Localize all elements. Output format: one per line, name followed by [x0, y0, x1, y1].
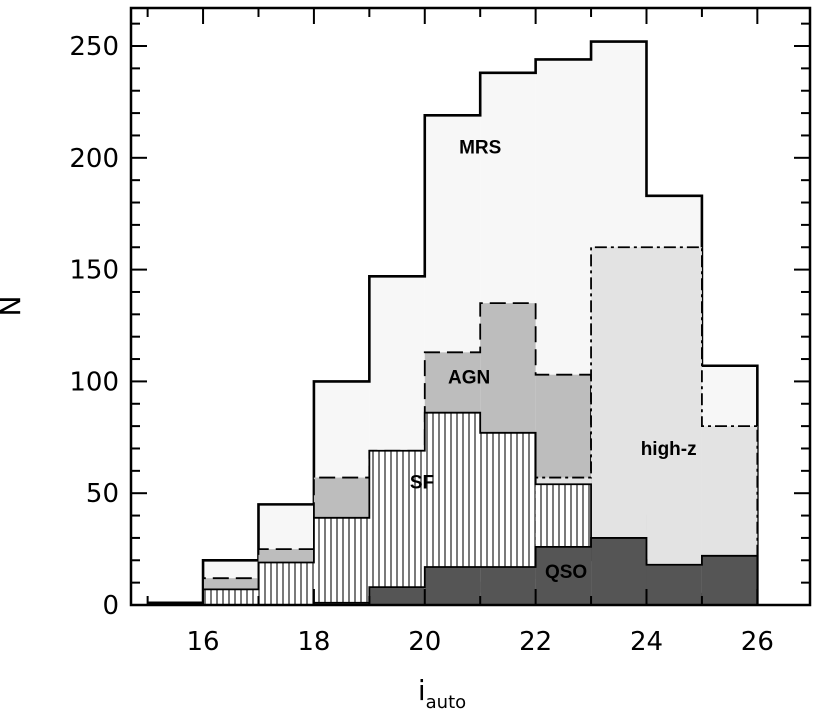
- plot-border: [129, 6, 812, 607]
- y-tick-label: 100: [69, 367, 119, 397]
- axis-ticks: [131, 8, 810, 606]
- x-tick-label: 26: [741, 627, 774, 657]
- qso-bar: [701, 555, 758, 605]
- y-tick-label: 200: [69, 144, 119, 174]
- annotation-high-z: high-z: [641, 439, 697, 460]
- x-tick-label: 18: [297, 627, 330, 657]
- y-axis-title: N: [0, 296, 27, 317]
- y-tick-label: 150: [69, 256, 119, 286]
- high-z-bar: [646, 247, 702, 605]
- x-axis-title-subscript: auto: [426, 692, 467, 713]
- qso-bar: [535, 546, 592, 605]
- agn-outline: [147, 302, 759, 606]
- qso-bar: [646, 564, 702, 605]
- sf-bar: [313, 517, 370, 605]
- mrs-outline: [147, 40, 759, 605]
- y-tick-label: 0: [102, 591, 119, 621]
- tick-labels: 16 18 20 22 24 26 0 50 100 150 200 250: [69, 32, 774, 657]
- y-tick-label: 250: [69, 32, 119, 62]
- annotation-sf: SF: [410, 473, 434, 494]
- x-tick-label: 16: [187, 627, 220, 657]
- bars-layer: [147, 40, 759, 606]
- x-tick-label: 20: [408, 627, 441, 657]
- sf-bar: [258, 562, 314, 605]
- annotation-qso: QSO: [545, 562, 587, 583]
- x-tick-label: 24: [630, 627, 663, 657]
- sf-bar: [369, 450, 425, 605]
- series-annotations: MRS AGN high-z SF QSO: [410, 137, 697, 583]
- x-axis-title-main: i: [418, 674, 426, 707]
- qso-bar: [480, 566, 536, 605]
- x-tick-label: 22: [519, 627, 552, 657]
- qso-bar: [591, 537, 647, 605]
- x-axis-title: iauto: [418, 674, 466, 713]
- annotation-agn: AGN: [448, 368, 490, 389]
- plot-frame: [129, 6, 812, 607]
- qso-bar: [369, 587, 425, 605]
- y-tick-label: 50: [86, 479, 119, 509]
- annotation-mrs: MRS: [459, 137, 501, 158]
- sf-bar: [203, 589, 259, 605]
- qso-series: [147, 537, 759, 606]
- qso-bar: [424, 566, 481, 605]
